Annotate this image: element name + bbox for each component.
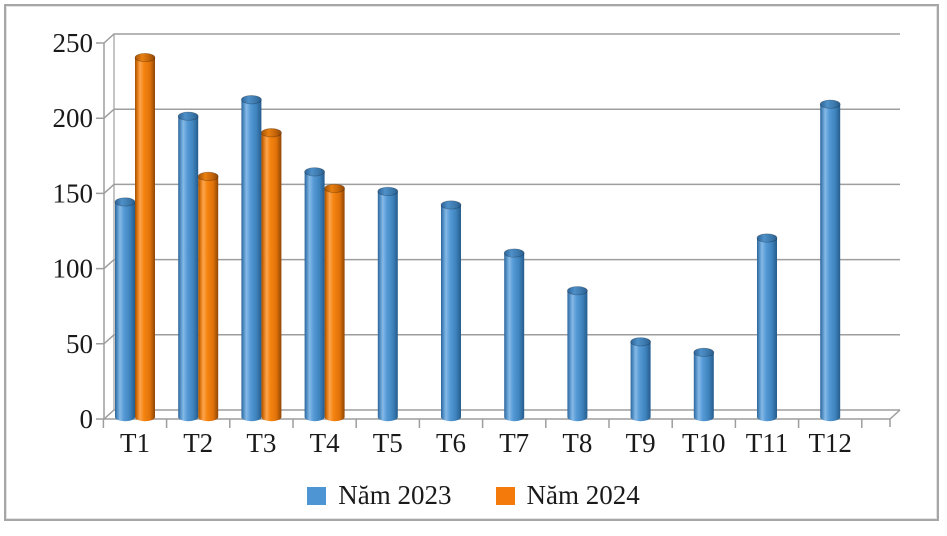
- x-tick-label-t8: T8: [562, 428, 592, 458]
- y-tick-label-150: 150: [53, 178, 94, 208]
- chart-legend: Năm 2023 Năm 2024: [0, 480, 947, 511]
- x-tick-label-t12: T12: [808, 428, 852, 458]
- bar-t6-năm-2023: [440, 200, 462, 422]
- bar-t3-năm-2024: [260, 128, 282, 422]
- bar-t4-năm-2024: [324, 183, 346, 422]
- gridline-200: [96, 108, 900, 119]
- bar-t2-năm-2024: [197, 171, 219, 422]
- x-tick-label-t2: T2: [183, 428, 213, 458]
- gridline-250: [96, 33, 900, 44]
- legend-marker-2023: [307, 486, 327, 505]
- bar-t8-năm-2023: [567, 286, 588, 422]
- x-tick-label-t6: T6: [436, 428, 466, 458]
- x-axis-labels: T1 T2 T3 T4 T5 T6 T7 T8 T9 T10 T11 T12: [120, 428, 852, 458]
- x-tick-label-t9: T9: [626, 428, 656, 458]
- y-tick-label-250: 250: [53, 28, 94, 58]
- y-tick-label-200: 200: [53, 103, 94, 133]
- x-tick-label-t1: T1: [120, 428, 150, 458]
- x-tick-label-t7: T7: [499, 428, 529, 458]
- y-tick-label-100: 100: [53, 254, 94, 284]
- bar-t10-năm-2023: [693, 347, 715, 422]
- legend-label-2023: Năm 2023: [338, 480, 452, 510]
- x-axis-line: [104, 409, 901, 420]
- legend-item-2024: Năm 2024: [495, 480, 640, 511]
- gridline-150: [96, 183, 900, 195]
- bar-t3-năm-2023: [240, 95, 262, 422]
- legend-marker-2024: [495, 486, 515, 505]
- bar-t1-năm-2023: [114, 197, 136, 422]
- bar-t12-năm-2023: [819, 99, 841, 422]
- bar-t9-năm-2023: [630, 337, 651, 422]
- x-tick-label-t10: T10: [682, 428, 726, 458]
- bar-t7-năm-2023: [503, 248, 525, 422]
- y-axis-labels: 0 50 100 150 200 250: [53, 28, 94, 434]
- legend-label-2024: Năm 2024: [526, 480, 640, 510]
- chart-border: [4, 4, 939, 521]
- bars: [114, 52, 841, 422]
- legend-item-2023: Năm 2023: [307, 480, 452, 511]
- y-tick-label-50: 50: [66, 329, 93, 359]
- bar-t5-năm-2023: [377, 186, 399, 422]
- y-tick-label-0: 0: [80, 404, 94, 434]
- bar-t4-năm-2023: [304, 167, 326, 422]
- bar-t11-năm-2023: [756, 233, 778, 422]
- bar-t2-năm-2023: [177, 111, 199, 422]
- x-tick-label-t11: T11: [746, 428, 789, 458]
- x-tick-label-t3: T3: [246, 428, 276, 458]
- x-tick-label-t4: T4: [310, 428, 340, 458]
- bar-t1-năm-2024: [134, 52, 156, 422]
- x-tick-label-t5: T5: [373, 428, 403, 458]
